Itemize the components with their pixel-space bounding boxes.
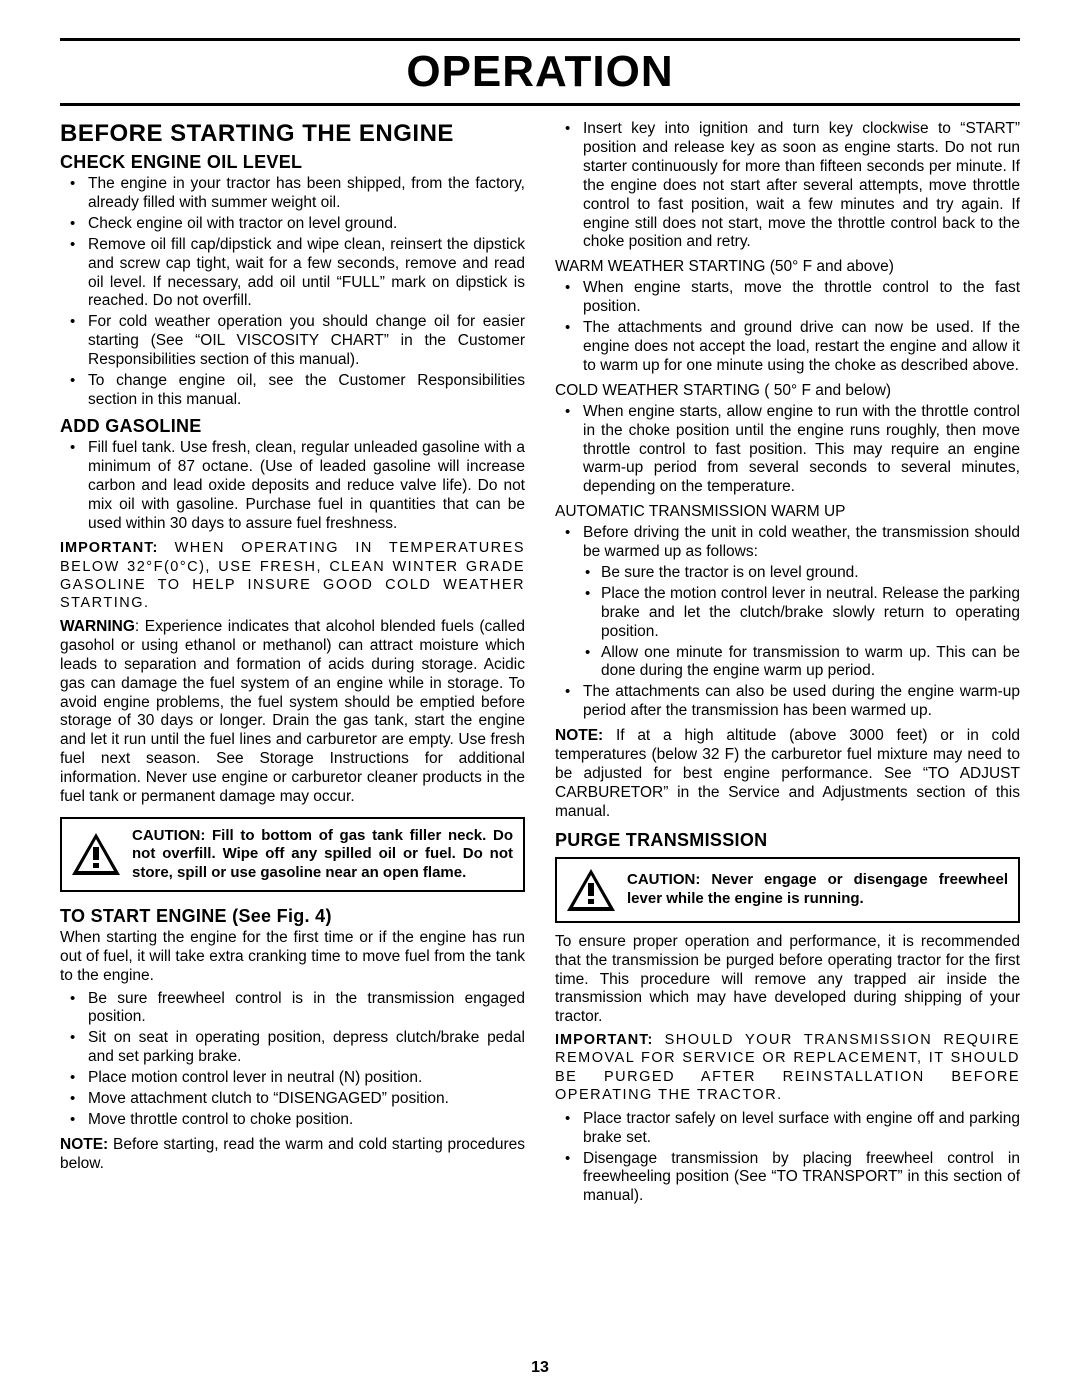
warm-list: When engine starts, move the throttle co… bbox=[555, 279, 1020, 376]
altitude-note: NOTE: If at a high altitude (above 3000 … bbox=[555, 727, 1020, 822]
list-item: Fill fuel tank. Use fresh, clean, regula… bbox=[60, 439, 525, 534]
caution-text: CAUTION: Never engage or disengage freew… bbox=[627, 871, 1008, 908]
list-item: When engine starts, allow engine to run … bbox=[555, 403, 1020, 498]
add-gasoline-heading: ADD GASOLINE bbox=[60, 416, 525, 437]
list-item: The engine in your tractor has been ship… bbox=[60, 175, 525, 213]
auto-list-2: The attachments can also be used during … bbox=[555, 683, 1020, 721]
list-item: Disengage transmission by placing freewh… bbox=[555, 1150, 1020, 1207]
auto-list: Before driving the unit in cold weather,… bbox=[555, 524, 1020, 562]
caution-box-gasoline: CAUTION: Fill to bottom of gas tank fill… bbox=[60, 817, 525, 892]
list-item: Move throttle control to choke position. bbox=[60, 1111, 525, 1130]
content-columns: BEFORE STARTING THE ENGINE CHECK ENGINE … bbox=[60, 120, 1020, 1212]
start-intro: When starting the engine for the first t… bbox=[60, 929, 525, 986]
warning-triangle-icon bbox=[565, 867, 617, 913]
add-gasoline-list: Fill fuel tank. Use fresh, clean, regula… bbox=[60, 439, 525, 534]
list-item: To change engine oil, see the Customer R… bbox=[60, 372, 525, 410]
purge-list: Place tractor safely on level surface wi… bbox=[555, 1110, 1020, 1207]
list-item: Before driving the unit in cold weather,… bbox=[555, 524, 1020, 562]
note-text: Before starting, read the warm and cold … bbox=[60, 1136, 525, 1172]
list-item: For cold weather operation you should ch… bbox=[60, 313, 525, 370]
purge-transmission-heading: PURGE TRANSMISSION bbox=[555, 830, 1020, 851]
left-column: BEFORE STARTING THE ENGINE CHECK ENGINE … bbox=[60, 120, 525, 1212]
important-note: IMPORTANT: WHEN OPERATING IN TEMPERATURE… bbox=[60, 539, 525, 612]
warm-weather-heading: WARM WEATHER STARTING (50° F and above) bbox=[555, 258, 1020, 277]
list-item: Be sure freewheel control is in the tran… bbox=[60, 990, 525, 1028]
page-title: OPERATION bbox=[60, 43, 1020, 103]
warning-triangle-icon bbox=[70, 831, 122, 877]
important-label: IMPORTANT: bbox=[555, 1032, 653, 1048]
check-oil-list: The engine in your tractor has been ship… bbox=[60, 175, 525, 410]
ignition-list: Insert key into ignition and turn key cl… bbox=[555, 120, 1020, 252]
warning-text: : Experience indicates that alcohol blen… bbox=[60, 618, 525, 805]
bottom-rule bbox=[60, 103, 1020, 106]
list-item: Move attachment clutch to “DISENGAGED” p… bbox=[60, 1090, 525, 1109]
check-oil-heading: CHECK ENGINE OIL LEVEL bbox=[60, 152, 525, 173]
to-start-engine-heading: TO START ENGINE (See Fig. 4) bbox=[60, 906, 525, 927]
caution-box-freewheel: CAUTION: Never engage or disengage freew… bbox=[555, 857, 1020, 923]
caution-label: CAUTION: bbox=[627, 871, 700, 888]
start-note: NOTE: Before starting, read the warm and… bbox=[60, 1136, 525, 1174]
cold-weather-heading: COLD WEATHER STARTING ( 50° F and below) bbox=[555, 382, 1020, 401]
auto-sublist: Be sure the tractor is on level ground. … bbox=[555, 564, 1020, 681]
list-item: The attachments can also be used during … bbox=[555, 683, 1020, 721]
list-item: Be sure the tractor is on level ground. bbox=[555, 564, 1020, 583]
cold-list: When engine starts, allow engine to run … bbox=[555, 403, 1020, 498]
auto-trans-heading: AUTOMATIC TRANSMISSION WARM UP bbox=[555, 503, 1020, 522]
right-column: Insert key into ignition and turn key cl… bbox=[555, 120, 1020, 1212]
list-item: Insert key into ignition and turn key cl… bbox=[555, 120, 1020, 252]
list-item: Check engine oil with tractor on level g… bbox=[60, 215, 525, 234]
warning-paragraph: WARNING: Experience indicates that alcoh… bbox=[60, 618, 525, 807]
purge-important: IMPORTANT: SHOULD YOUR TRANSMISSION REQU… bbox=[555, 1031, 1020, 1104]
list-item: Remove oil fill cap/dipstick and wipe cl… bbox=[60, 236, 525, 312]
list-item: Allow one minute for transmission to war… bbox=[555, 644, 1020, 682]
caution-text: CAUTION: Fill to bottom of gas tank fill… bbox=[132, 827, 513, 882]
list-item: The attachments and ground drive can now… bbox=[555, 319, 1020, 376]
note-text: If at a high altitude (above 3000 feet) … bbox=[555, 727, 1020, 820]
list-item: Place the motion control lever in neutra… bbox=[555, 585, 1020, 642]
important-label: IMPORTANT: bbox=[60, 540, 158, 556]
list-item: Sit on seat in operating position, depre… bbox=[60, 1029, 525, 1067]
list-item: When engine starts, move the throttle co… bbox=[555, 279, 1020, 317]
purge-intro: To ensure proper operation and performan… bbox=[555, 933, 1020, 1028]
page-number: 13 bbox=[0, 1359, 1080, 1377]
caution-label: CAUTION: bbox=[132, 827, 205, 844]
start-list: Be sure freewheel control is in the tran… bbox=[60, 990, 525, 1130]
note-label: NOTE: bbox=[60, 1136, 108, 1153]
warning-label: WARNING bbox=[60, 618, 135, 635]
top-rule bbox=[60, 38, 1020, 41]
list-item: Place tractor safely on level surface wi… bbox=[555, 1110, 1020, 1148]
before-starting-heading: BEFORE STARTING THE ENGINE bbox=[60, 120, 525, 148]
list-item: Place motion control lever in neutral (N… bbox=[60, 1069, 525, 1088]
note-label: NOTE: bbox=[555, 727, 603, 744]
